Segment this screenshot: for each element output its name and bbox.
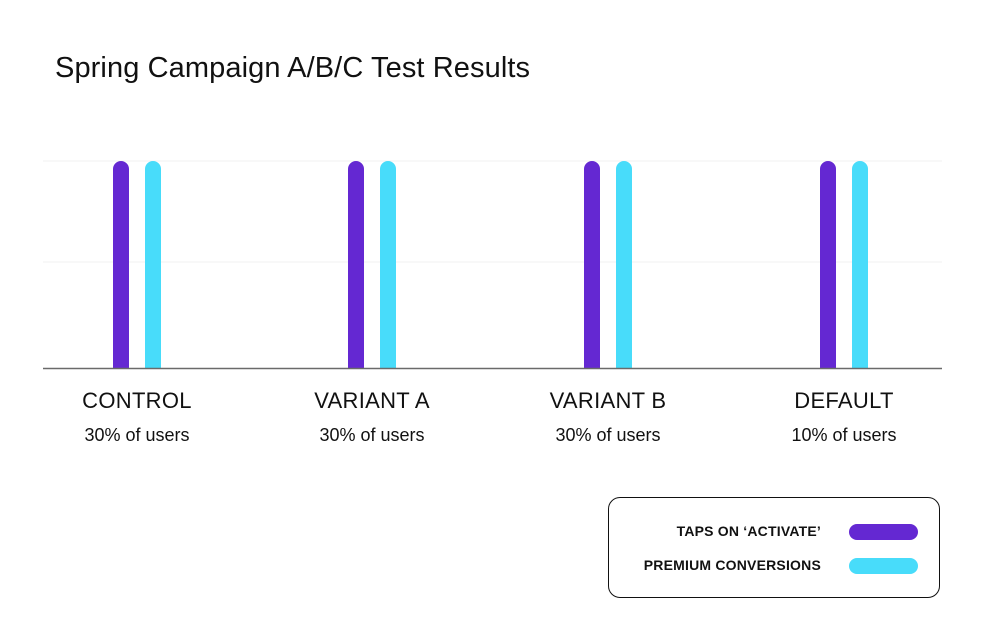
category-label-group: VARIANT B 30% of users [498,388,718,446]
category-name: VARIANT A [314,388,430,413]
bar-control-series-0 [113,161,129,368]
legend-item-taps: TAPS ON ‘ACTIVATE’ [609,522,939,542]
bar-variant-a-series-0 [348,161,364,368]
bar-default-series-1 [852,161,868,368]
legend-label: TAPS ON ‘ACTIVATE’ [676,523,821,539]
category-label-group: DEFAULT 10% of users [734,388,954,446]
bars [113,161,868,368]
category-label-group: VARIANT A 30% of users [262,388,482,446]
chart-title: Spring Campaign A/B/C Test Results [55,52,531,84]
category-subtitle: 30% of users [555,425,661,445]
bar-variant-b-series-0 [584,161,600,368]
category-name: CONTROL [82,388,192,413]
category-name: VARIANT B [549,388,667,413]
legend-item-premium: PREMIUM CONVERSIONS [609,556,939,576]
category-subtitle: 10% of users [791,425,897,445]
legend: TAPS ON ‘ACTIVATE’ PREMIUM CONVERSIONS [608,497,940,598]
category-label-group: CONTROL 30% of users [27,388,247,446]
category-subtitle: 30% of users [319,425,425,445]
legend-swatch-cyan [849,558,918,574]
gridlines [43,160,942,263]
bar-variant-a-series-1 [380,161,396,368]
bar-control-series-1 [145,161,161,368]
bar-default-series-0 [820,161,836,368]
category-subtitle: 30% of users [84,425,190,445]
bar-variant-b-series-1 [616,161,632,368]
category-name: DEFAULT [794,388,894,413]
legend-swatch-purple [849,524,918,540]
legend-label: PREMIUM CONVERSIONS [643,557,821,573]
